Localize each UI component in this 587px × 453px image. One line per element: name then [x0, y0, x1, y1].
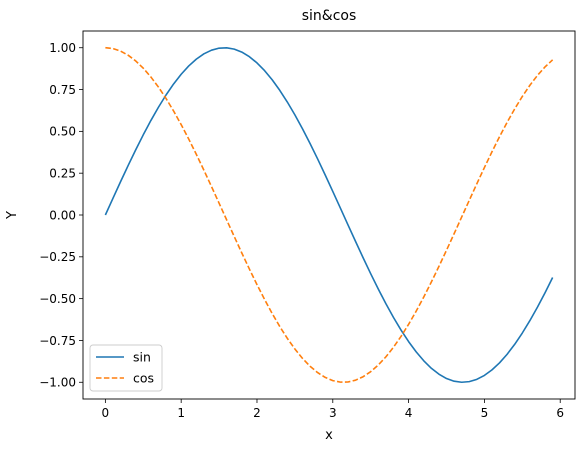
plot-area [104, 46, 554, 384]
x-tick-label: 2 [253, 406, 261, 420]
x-tick-label: 0 [102, 406, 110, 420]
y-tick-label: −0.50 [39, 292, 76, 306]
series-line-sin [104, 46, 554, 384]
y-axis-label: Y [5, 211, 20, 220]
y-tick-label: −1.00 [39, 376, 76, 390]
chart-title: sin&cos [302, 8, 357, 24]
x-tick-label: 6 [556, 406, 564, 420]
x-tick-label: 1 [177, 406, 185, 420]
x-tick-label: 5 [481, 406, 489, 420]
series-line-cos [105, 46, 554, 383]
y-tick-label: 1.00 [49, 41, 76, 55]
legend-label-sin: sin [133, 350, 151, 365]
y-tick-label: −0.25 [39, 250, 76, 264]
x-tick-label: 4 [405, 406, 413, 420]
y-tick-label: 0.50 [49, 125, 76, 139]
y-tick-label: −0.75 [39, 334, 76, 348]
legend-label-cos: cos [133, 371, 154, 386]
x-tick-label: 3 [329, 406, 337, 420]
x-axis-label: x [325, 428, 333, 443]
legend: sin cos [89, 344, 163, 392]
y-tick-label: 0.00 [49, 208, 76, 222]
x-axis: 0 1 2 3 4 5 6 [102, 399, 564, 420]
y-tick-label: 0.25 [49, 166, 76, 180]
y-tick-label: 0.75 [49, 83, 76, 97]
y-axis: −1.00 −0.75 −0.50 −0.25 0.00 0.25 0.50 0.75 1.00 [39, 41, 83, 390]
